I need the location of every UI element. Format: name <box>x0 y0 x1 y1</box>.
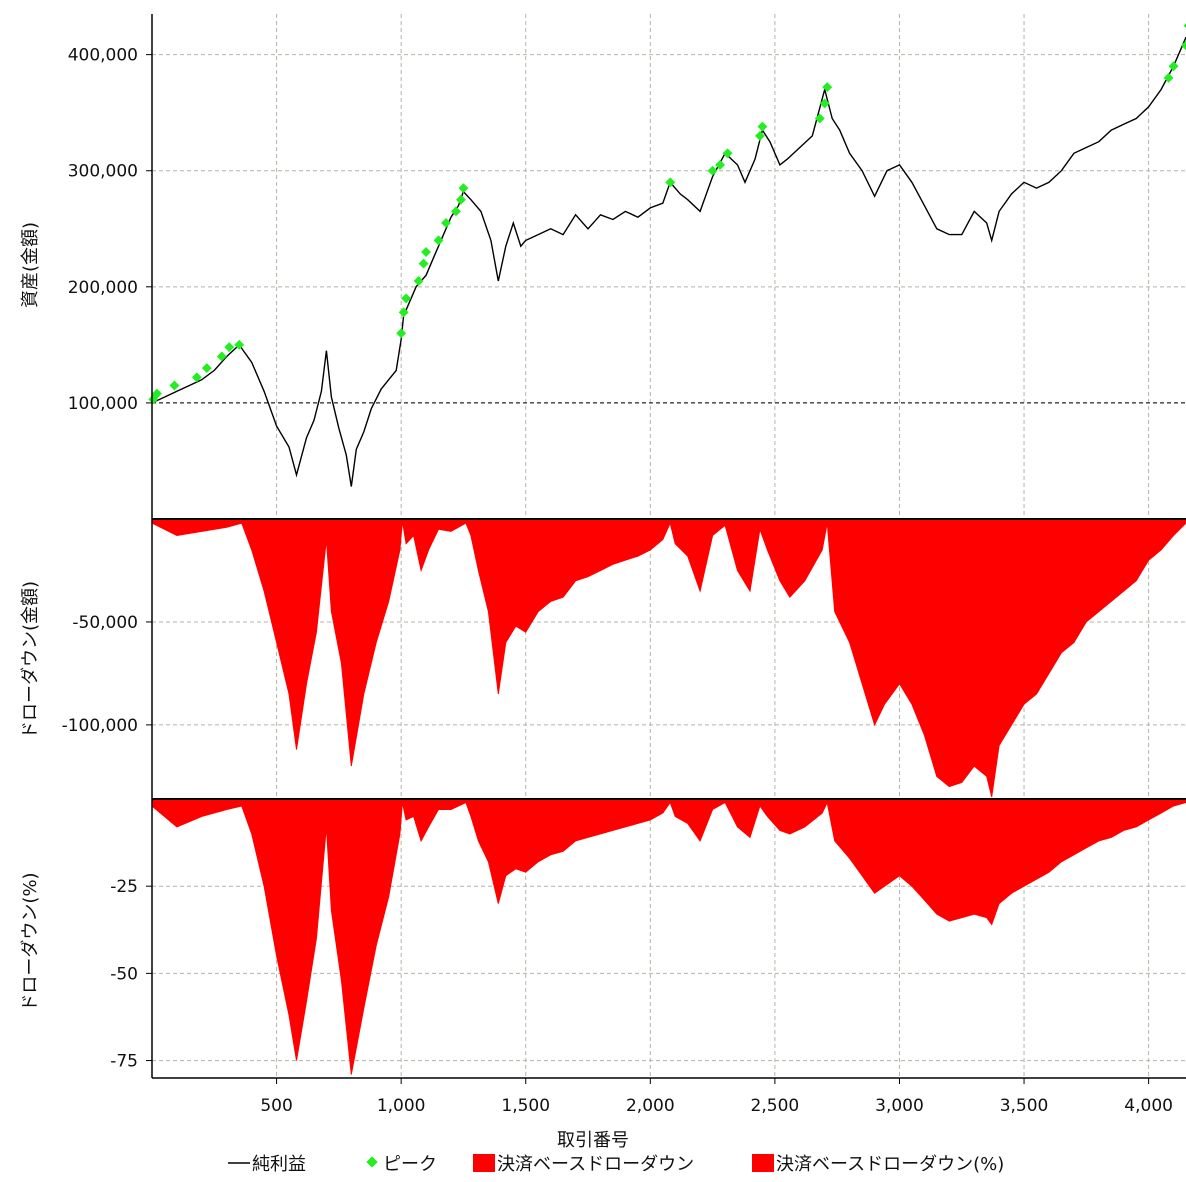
y-tick-label: -100,000 <box>62 716 138 736</box>
peak-marker <box>234 339 245 350</box>
peak-marker <box>814 113 825 124</box>
legend-label-peak: ピーク <box>383 1154 437 1175</box>
peak-marker <box>433 235 444 246</box>
x-tick-label: 500 <box>260 1096 292 1116</box>
peak-marker <box>421 247 432 257</box>
y-tick-label: -75 <box>110 1052 138 1072</box>
peak-marker <box>819 98 830 109</box>
peak-marker <box>757 121 768 132</box>
peak-marker <box>722 148 733 159</box>
legend-label-drawdown-pct: 決済ベースドローダウン(%) <box>776 1154 1004 1175</box>
y-tick-label: -50,000 <box>72 613 138 633</box>
legend-drawdown-swatch <box>473 1154 495 1172</box>
y-tick-label: -50 <box>110 964 138 984</box>
peak-marker <box>413 276 424 286</box>
drawdown-pct-y-axis-label: ドローダウン(%) <box>20 872 41 1011</box>
y-tick-label: 300,000 <box>68 162 138 182</box>
net-profit-line <box>151 36 1186 487</box>
equity-line-layer <box>151 36 1186 487</box>
x-tick-label: 2,500 <box>751 1096 800 1116</box>
x-tick-label: 3,500 <box>1000 1096 1049 1116</box>
axis-layer <box>146 14 1186 1084</box>
y-tick-label: 200,000 <box>68 278 138 298</box>
peak-marker <box>754 130 765 141</box>
drawdown-pct-area <box>151 798 1186 1075</box>
peak-marker <box>401 293 412 304</box>
drawdown-y-axis-label: ドローダウン(金額) <box>20 581 41 739</box>
x-tick-label: 2,000 <box>626 1096 675 1116</box>
legend-label-net-profit: 純利益 <box>252 1154 306 1175</box>
x-tick-label: 4,000 <box>1124 1096 1173 1116</box>
tick-label-layer: 100,000 200,000 300,000 400,000 -50,000 -100,… <box>62 46 1173 1116</box>
peak-marker <box>707 165 718 176</box>
equity-y-axis-label: 資産(金額) <box>20 222 41 308</box>
peak-marker <box>201 363 212 374</box>
legend-peak-swatch <box>366 1156 378 1168</box>
peak-marker <box>1168 61 1179 72</box>
peak-marker <box>458 183 469 194</box>
peak-marker <box>1163 72 1174 83</box>
peak-marker <box>398 307 409 318</box>
legend-drawdown-pct-swatch <box>752 1154 774 1172</box>
legend: 純利益 ピーク 決済ベースドローダウン 決済ベースドローダウン(%) <box>228 1154 1004 1175</box>
peak-marker <box>665 177 676 188</box>
drawdown-area <box>151 518 1186 798</box>
x-axis-label: 取引番号 <box>557 1130 629 1151</box>
peak-markers-layer <box>148 20 1186 405</box>
peak-marker <box>224 342 235 353</box>
x-tick-label: 1,000 <box>377 1096 426 1116</box>
peak-marker <box>169 380 180 391</box>
peak-marker <box>715 159 726 170</box>
x-tick-label: 1,500 <box>501 1096 550 1116</box>
y-tick-label: 400,000 <box>68 46 138 66</box>
peak-marker <box>1181 40 1186 51</box>
peak-marker <box>456 194 466 205</box>
peak-marker <box>441 218 451 228</box>
peak-marker <box>418 258 429 269</box>
peak-marker <box>822 82 833 93</box>
peak-marker <box>191 372 202 383</box>
peak-marker <box>216 351 227 362</box>
y-tick-label: -25 <box>110 877 138 897</box>
drawdown-fill-layer <box>151 518 1186 1075</box>
peak-marker <box>396 328 407 339</box>
legend-label-drawdown: 決済ベースドローダウン <box>497 1154 694 1175</box>
x-tick-label: 3,000 <box>875 1096 924 1116</box>
y-tick-label: 100,000 <box>68 394 138 414</box>
peak-marker <box>152 388 162 399</box>
peak-marker <box>451 206 461 217</box>
